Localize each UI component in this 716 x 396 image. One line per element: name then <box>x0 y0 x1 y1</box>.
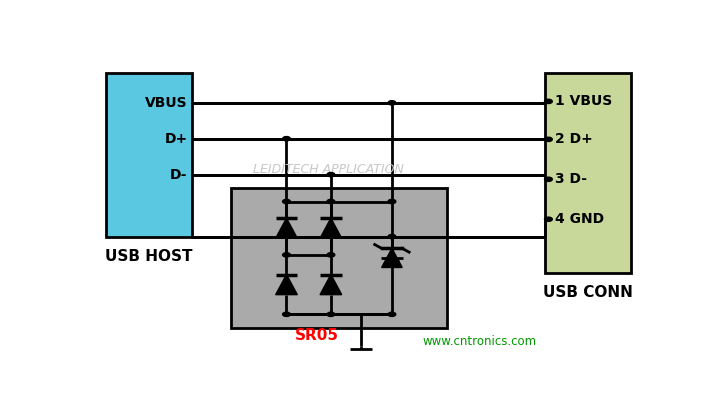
Text: 3 D-: 3 D- <box>554 172 586 186</box>
Polygon shape <box>382 248 402 267</box>
Text: 4 GND: 4 GND <box>554 212 604 226</box>
Circle shape <box>283 253 291 257</box>
Text: SR05: SR05 <box>295 328 339 343</box>
Text: www.cntronics.com: www.cntronics.com <box>422 335 536 348</box>
Circle shape <box>388 101 396 105</box>
Circle shape <box>388 234 396 239</box>
Circle shape <box>283 199 291 204</box>
Circle shape <box>327 172 335 177</box>
Text: USB HOST: USB HOST <box>105 249 193 264</box>
Text: USB CONN: USB CONN <box>543 286 632 300</box>
Circle shape <box>327 312 335 316</box>
Text: D-: D- <box>170 168 188 182</box>
Polygon shape <box>320 274 342 295</box>
Polygon shape <box>276 218 297 238</box>
Polygon shape <box>320 218 342 238</box>
Circle shape <box>283 312 291 316</box>
Circle shape <box>283 137 291 141</box>
Text: 1 VBUS: 1 VBUS <box>554 94 611 109</box>
Bar <box>106 73 192 236</box>
Circle shape <box>388 199 396 204</box>
Circle shape <box>544 137 552 141</box>
Circle shape <box>327 199 335 204</box>
Circle shape <box>327 253 335 257</box>
Bar <box>545 73 631 273</box>
Text: VBUS: VBUS <box>145 96 188 110</box>
Circle shape <box>544 177 552 181</box>
Text: D+: D+ <box>165 132 188 146</box>
Circle shape <box>388 312 396 316</box>
Bar <box>231 188 448 328</box>
Text: LEIDITECH APPLICATION: LEIDITECH APPLICATION <box>253 163 404 176</box>
Circle shape <box>544 217 552 221</box>
Text: 2 D+: 2 D+ <box>554 132 592 147</box>
Polygon shape <box>276 274 297 295</box>
Circle shape <box>544 99 552 103</box>
